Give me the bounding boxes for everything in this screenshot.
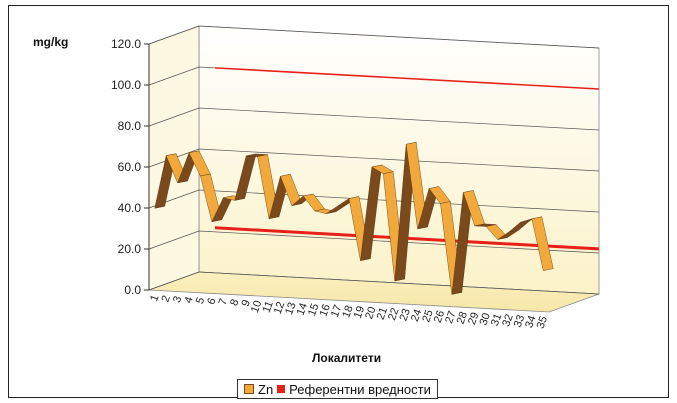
legend: Zn Референтни вредности <box>237 379 438 399</box>
x-tick-label: 34 <box>523 314 538 330</box>
x-axis-label: Локалитети <box>312 351 381 365</box>
reference-line-upper <box>214 67 600 90</box>
gridline <box>148 271 600 295</box>
x-tick-label: 3 <box>171 294 184 304</box>
x-tick-label: 33 <box>512 313 527 329</box>
x-tick-label: 1 <box>148 293 161 303</box>
x-tick-label: 14 <box>295 301 310 317</box>
zn-segment <box>531 216 554 271</box>
y-tick-label: 40.0 <box>118 201 142 215</box>
x-tick-label: 11 <box>261 300 276 315</box>
x-tick-label: 35 <box>535 315 550 331</box>
x-tick-label: 10 <box>249 299 264 315</box>
legend-ref-label: Референтни вредности <box>289 381 431 397</box>
legend-ref-swatch <box>277 385 286 393</box>
x-tick-label: 12 <box>272 300 287 316</box>
x-tick-label: 17 <box>329 303 344 319</box>
y-tick-label: 100.0 <box>111 78 141 92</box>
legend-zn-label: Zn <box>258 381 274 397</box>
x-tick-label: 32 <box>500 313 515 329</box>
x-tick-label: 26 <box>432 309 447 325</box>
x-tick-label: 2 <box>160 294 173 304</box>
x-tick-label: 27 <box>443 310 458 326</box>
y-tick-label: 120.0 <box>111 37 141 51</box>
x-tick-label: 21 <box>375 306 390 322</box>
x-tick-label: 24 <box>409 308 424 324</box>
x-tick-label: 22 <box>386 306 401 322</box>
x-tick-label: 8 <box>228 298 241 308</box>
gridline <box>148 107 600 131</box>
x-tick-label: 9 <box>240 298 253 308</box>
x-tick-label: 4 <box>182 295 195 305</box>
y-tick-label: 20.0 <box>118 242 142 256</box>
x-tick-label: 29 <box>466 311 481 327</box>
x-tick-label: 6 <box>205 296 218 306</box>
gridline <box>148 25 600 49</box>
y-unit-label: mg/kg <box>33 35 68 49</box>
x-tick-label: 7 <box>217 297 230 307</box>
x-tick-label: 13 <box>283 301 298 317</box>
x-tick-label: 28 <box>455 310 470 326</box>
x-tick-label: 30 <box>477 311 492 327</box>
x-tick-label: 15 <box>306 302 321 318</box>
x-tick-label: 16 <box>317 303 332 319</box>
legend-zn-swatch <box>244 384 254 394</box>
x-tick-label: 19 <box>352 305 367 321</box>
y-tick-label: 0.0 <box>124 283 141 297</box>
x-tick-label: 18 <box>340 304 355 320</box>
x-tick-label: 5 <box>194 296 207 306</box>
y-tick-label: 60.0 <box>118 160 142 174</box>
x-tick-label: 25 <box>420 308 435 324</box>
x-tick-label: 20 <box>363 305 378 321</box>
x-tick-label: 31 <box>489 312 504 328</box>
y-tick-label: 80.0 <box>118 119 142 133</box>
x-tick-label: 23 <box>397 307 412 323</box>
